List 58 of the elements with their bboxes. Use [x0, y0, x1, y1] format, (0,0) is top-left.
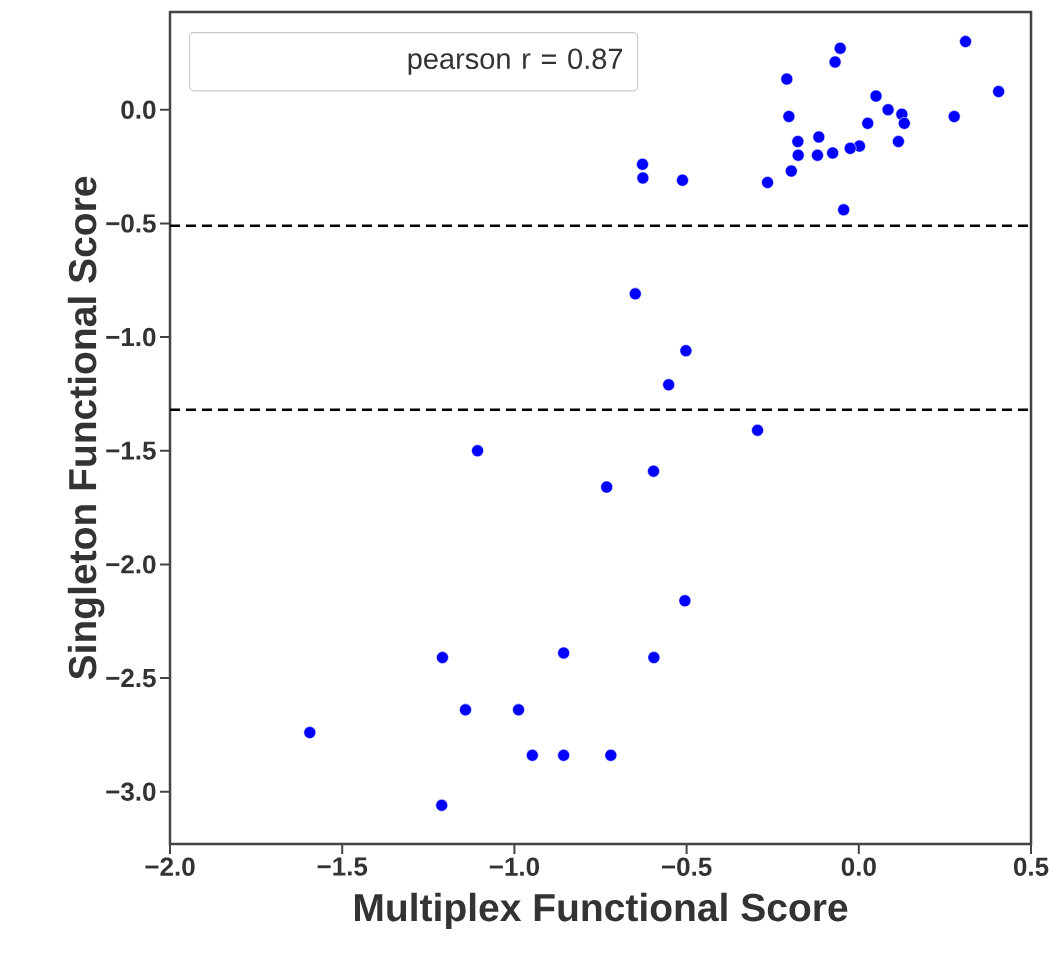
- point: [600, 480, 614, 494]
- point: [636, 171, 650, 185]
- point: [897, 117, 911, 130]
- y-tick-label: −2.5: [106, 668, 156, 688]
- point: [992, 85, 1005, 98]
- y-tick-label: −3.0: [106, 782, 156, 801]
- point: [647, 651, 661, 664]
- point: [833, 42, 847, 55]
- y-tick-label: −0.5: [106, 214, 156, 233]
- point: [679, 344, 693, 357]
- point: [436, 651, 449, 664]
- point: [861, 117, 875, 130]
- point: [557, 749, 570, 762]
- point: [791, 135, 805, 148]
- y-tick-label: −1.5: [106, 441, 156, 460]
- point: [837, 203, 850, 217]
- y-axis-title: Singleton Functional Score: [67, 176, 105, 680]
- point: [647, 464, 660, 478]
- point: [303, 726, 317, 739]
- point: [811, 148, 824, 162]
- point: [780, 72, 794, 86]
- point: [843, 142, 857, 155]
- point: [604, 749, 618, 762]
- point: [678, 594, 692, 608]
- y-tick-label: −1.0: [106, 327, 156, 347]
- x-tick-label: −2.0: [145, 857, 195, 876]
- annotation: pearson r = 0.87: [408, 48, 623, 75]
- point: [751, 423, 764, 437]
- point: [881, 103, 895, 117]
- x-axis-title: Multiplex Functional Score: [355, 892, 848, 930]
- point: [471, 444, 484, 458]
- point: [459, 703, 472, 717]
- point: [812, 130, 826, 144]
- point: [526, 749, 539, 762]
- x-tick-label: 0.0: [841, 857, 876, 876]
- point: [782, 110, 796, 123]
- point: [828, 55, 842, 69]
- point: [826, 146, 839, 160]
- y-tick-label: −2.0: [106, 555, 156, 574]
- point: [869, 89, 883, 103]
- y-tick-label: 0.0: [121, 100, 156, 119]
- x-tick-label: 0.5: [1013, 857, 1049, 876]
- point: [557, 646, 570, 660]
- point: [662, 378, 675, 392]
- point: [628, 287, 642, 301]
- point: [959, 35, 972, 48]
- point: [947, 110, 961, 123]
- point: [785, 164, 798, 178]
- x-tick-label: −0.5: [662, 857, 712, 876]
- point: [435, 799, 449, 812]
- point: [791, 148, 805, 162]
- point: [676, 173, 689, 187]
- point: [892, 135, 905, 148]
- point: [636, 157, 649, 171]
- point: [512, 703, 525, 717]
- x-tick-label: −1.0: [489, 857, 539, 876]
- point: [761, 176, 774, 189]
- x-tick-label: −1.5: [317, 857, 368, 876]
